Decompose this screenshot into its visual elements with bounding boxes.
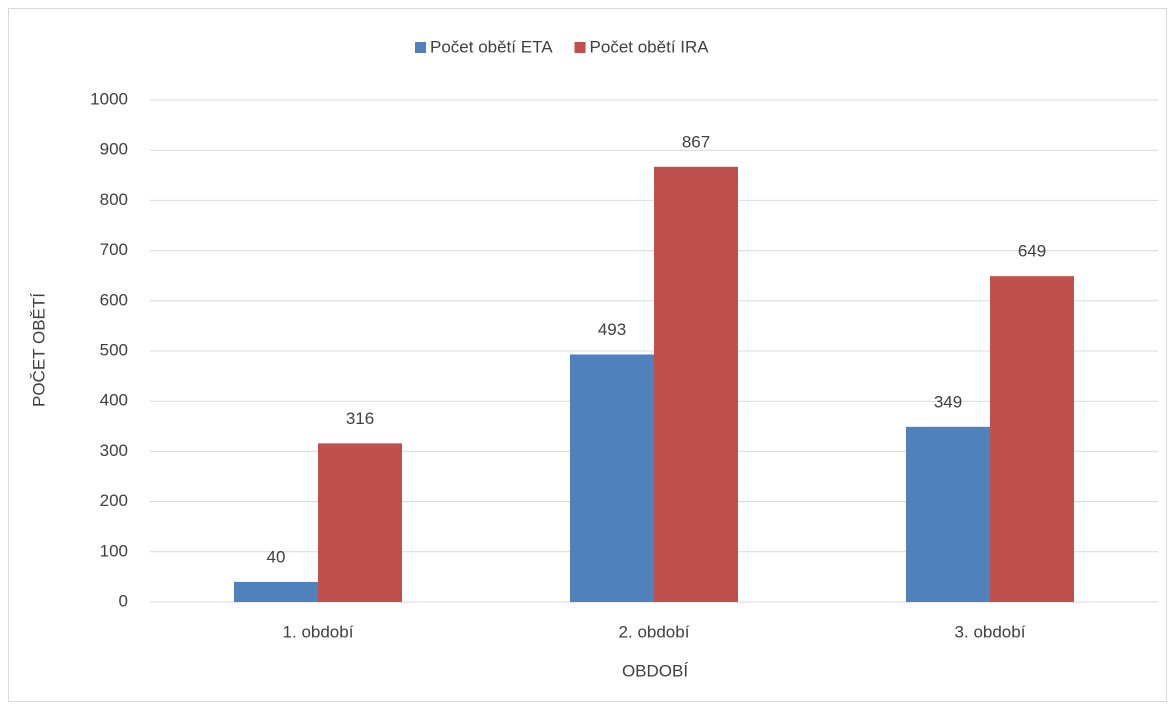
- y-tick-label: 1000: [90, 89, 128, 108]
- value-label: 649: [1018, 242, 1046, 261]
- y-tick-label: 700: [100, 240, 128, 259]
- y-tick-label: 500: [100, 340, 128, 359]
- value-label: 316: [346, 409, 374, 428]
- y-tick-label: 800: [100, 190, 128, 209]
- legend-label: Počet obětí ETA: [430, 37, 553, 56]
- y-tick-label: 400: [100, 391, 128, 410]
- value-label: 40: [267, 547, 286, 566]
- x-tick-label: 1. období: [283, 622, 354, 641]
- bar: [906, 426, 990, 602]
- y-tick-label: 900: [100, 140, 128, 159]
- legend-swatch: [574, 42, 586, 53]
- x-axis-label: OBDOBÍ: [622, 661, 688, 680]
- y-axis-label: POČET OBĚTÍ: [29, 293, 48, 407]
- bar: [990, 276, 1074, 602]
- y-tick-label: 600: [100, 290, 128, 309]
- bar: [654, 166, 738, 603]
- bar: [570, 354, 654, 602]
- y-tick-label: 0: [119, 591, 128, 610]
- legend-label: Počet obětí IRA: [590, 37, 710, 56]
- legend-swatch: [415, 42, 426, 53]
- y-tick-label: 100: [100, 541, 128, 560]
- x-tick-label: 3. období: [955, 622, 1026, 641]
- bar: [234, 581, 318, 602]
- value-label: 349: [934, 392, 962, 411]
- x-tick-label: 2. období: [619, 622, 690, 641]
- y-tick-label: 300: [100, 441, 128, 460]
- y-tick-label: 200: [100, 491, 128, 510]
- bar: [318, 443, 402, 602]
- value-label: 867: [682, 132, 710, 151]
- value-label: 493: [598, 320, 626, 339]
